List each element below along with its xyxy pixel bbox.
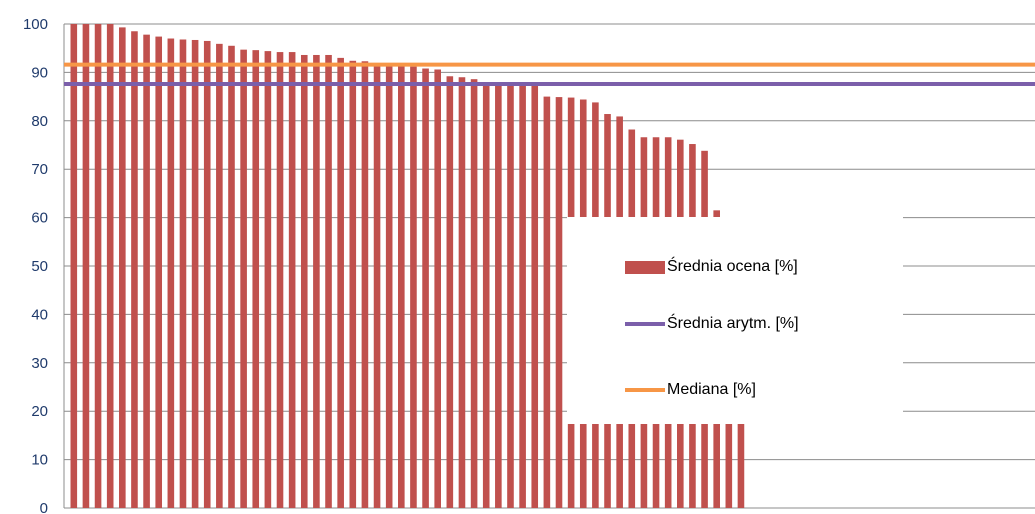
bar-4 — [106, 24, 114, 508]
bar-24 — [349, 60, 357, 509]
bar-38 — [519, 83, 526, 509]
y-tick-label-20: 20 — [31, 403, 48, 420]
bar-7 — [143, 34, 150, 508]
bar-35 — [482, 82, 490, 508]
bar-20 — [300, 54, 308, 508]
legend-item-mean: Średnia arytm. [%] — [625, 312, 799, 336]
bar-16 — [252, 50, 260, 509]
bar-21 — [313, 54, 320, 508]
y-tick-label-90: 90 — [31, 64, 48, 81]
bar-32 — [446, 76, 454, 508]
bar-10 — [179, 39, 187, 508]
y-axis: 0 10 20 30 40 50 60 70 80 90 100 — [23, 16, 65, 514]
bar-15 — [240, 49, 247, 508]
legend-swatch-bar — [625, 260, 665, 274]
bar-11 — [191, 39, 199, 509]
bar-23 — [337, 57, 344, 508]
bar-29 — [410, 66, 417, 508]
y-tick-label-70: 70 — [31, 161, 48, 178]
y-tick-label-0: 0 — [40, 500, 48, 514]
bar-41 — [555, 97, 563, 509]
y-tick-label-60: 60 — [31, 210, 48, 227]
bar-40 — [543, 96, 551, 508]
bar-17 — [264, 51, 272, 508]
y-tick-label-80: 80 — [31, 113, 48, 130]
bar-3 — [94, 24, 102, 508]
y-tick-label-50: 50 — [31, 258, 48, 275]
bar-25 — [361, 61, 369, 508]
y-tick-label-30: 30 — [31, 355, 48, 372]
legend-label-bar: Średnia ocena [%] — [667, 258, 798, 275]
bar-36 — [495, 83, 502, 508]
bar-22 — [325, 54, 332, 508]
y-tick-label-100: 100 — [23, 16, 48, 33]
bar-18 — [276, 52, 284, 509]
bar-39 — [531, 84, 539, 508]
bar-5 — [119, 27, 126, 508]
bar-8 — [155, 36, 163, 509]
y-tick-label-40: 40 — [31, 306, 48, 323]
bar-2 — [82, 24, 90, 508]
legend-label-mean: Średnia arytm. [%] — [667, 315, 799, 332]
legend-label-median: Mediana [%] — [667, 381, 756, 398]
bar-26 — [373, 63, 381, 509]
bar-31 — [434, 69, 441, 508]
legend-item-median: Mediana [%] — [625, 378, 756, 402]
bar-1 — [70, 24, 78, 508]
bar-37 — [507, 83, 514, 508]
reference-lines — [64, 62, 1035, 87]
bar-9 — [167, 38, 175, 509]
bar-19 — [288, 52, 296, 509]
legend-swatch-mean — [625, 322, 665, 326]
bar-33 — [458, 77, 466, 509]
bar-34 — [470, 79, 478, 509]
bar-12 — [203, 40, 211, 508]
legend-item-bar: Średnia ocena [%] — [625, 255, 798, 279]
bar-6 — [131, 31, 138, 508]
bar-28 — [398, 65, 405, 509]
y-tick-label-10: 10 — [31, 452, 48, 469]
bar-27 — [385, 64, 393, 508]
bar-13 — [216, 43, 223, 509]
bar-30 — [422, 68, 429, 508]
legend: Średnia ocena [%] Średnia arytm. [%] Med… — [567, 217, 903, 424]
legend-swatch-median — [625, 388, 665, 392]
bar-14 — [228, 45, 235, 508]
